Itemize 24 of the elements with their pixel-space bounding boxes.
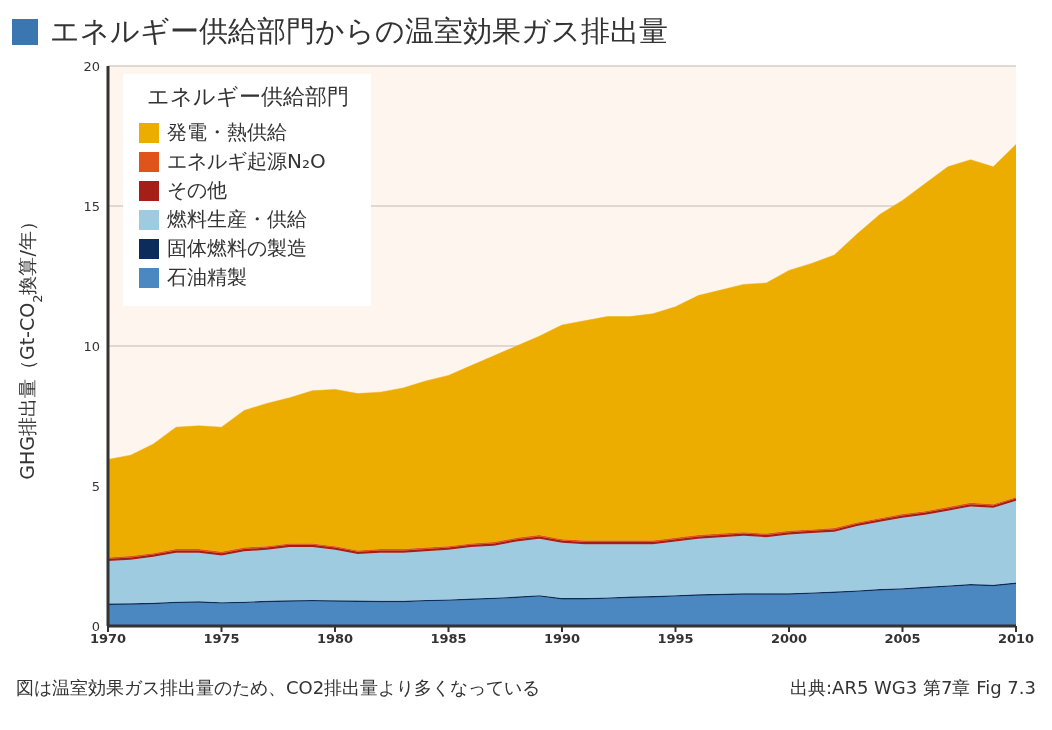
source-note: 出典:AR5 WG3 第7章 Fig 7.3 [790, 676, 1036, 700]
legend-title: エネルギー供給部門 [146, 83, 349, 111]
x-tick-label: 2005 [884, 631, 921, 647]
chart-title: エネルギー供給部門からの温室効果ガス排出量 [50, 13, 668, 50]
y-tick-label: 5 [91, 478, 100, 494]
x-tick-label: 1975 [203, 631, 240, 647]
x-tick-label: 1980 [316, 631, 354, 647]
legend-label: 発電・熱供給 [167, 119, 287, 146]
legend-label: 燃料生産・供給 [167, 206, 307, 233]
x-tick-label: 1990 [543, 631, 581, 647]
x-tick-label: 1985 [430, 631, 467, 647]
legend-label: 石油精製 [167, 264, 247, 291]
legend-label: 固体燃料の製造 [167, 235, 307, 262]
y-tick-label: 20 [83, 58, 100, 74]
x-tick-label: 2010 [997, 631, 1035, 647]
x-tick-label: 1970 [89, 631, 127, 647]
y-tick-label: 0 [91, 618, 100, 634]
y-tick-label: 10 [83, 338, 100, 354]
x-tick-label: 2000 [770, 631, 808, 647]
x-tick-label: 1995 [657, 631, 694, 647]
y-tick-label: 15 [83, 198, 100, 214]
text: 図は温室効果ガス排出量のため、CO2排出量より多くなっている [16, 676, 541, 700]
legend-label: エネルギ起源N₂O [167, 148, 326, 175]
legend-label: その他 [167, 177, 227, 204]
